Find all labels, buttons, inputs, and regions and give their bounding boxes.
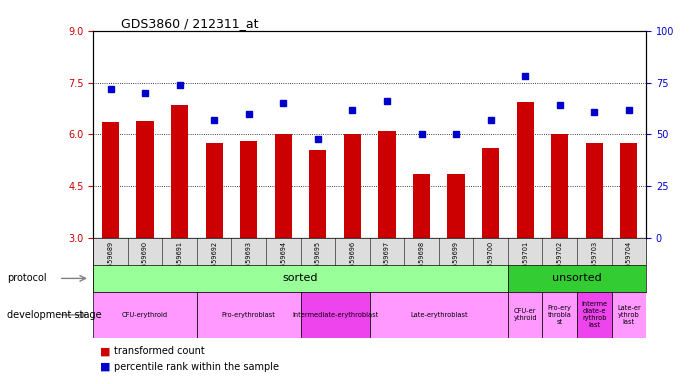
- Text: GSM559701: GSM559701: [522, 241, 528, 281]
- Bar: [612, 292, 646, 338]
- Bar: [370, 292, 508, 338]
- Text: Pro-erythroblast: Pro-erythroblast: [222, 312, 276, 318]
- Text: Intermediate-erythroblast: Intermediate-erythroblast: [292, 312, 378, 318]
- Bar: [482, 148, 499, 238]
- Bar: [206, 143, 223, 238]
- Bar: [93, 265, 508, 292]
- Bar: [274, 134, 292, 238]
- Text: GSM559694: GSM559694: [281, 241, 286, 281]
- Bar: [516, 101, 533, 238]
- Bar: [171, 105, 188, 238]
- Text: ■: ■: [100, 346, 111, 356]
- Text: protocol: protocol: [7, 273, 46, 283]
- Bar: [197, 292, 301, 338]
- Text: Late-erythroblast: Late-erythroblast: [410, 312, 468, 318]
- Text: GSM559699: GSM559699: [453, 241, 459, 281]
- Bar: [448, 174, 464, 238]
- Bar: [508, 292, 542, 338]
- Bar: [102, 122, 120, 238]
- Text: GSM559693: GSM559693: [246, 241, 252, 281]
- Text: CFU-er
ythroid: CFU-er ythroid: [513, 308, 537, 321]
- Bar: [301, 292, 370, 338]
- Bar: [586, 143, 603, 238]
- Text: GSM559695: GSM559695: [315, 241, 321, 281]
- Bar: [413, 174, 430, 238]
- Text: GSM559702: GSM559702: [557, 241, 562, 281]
- Bar: [621, 143, 638, 238]
- Text: Interme
diate-e
rythrob
last: Interme diate-e rythrob last: [581, 301, 607, 328]
- Bar: [310, 150, 326, 238]
- Text: GSM559690: GSM559690: [142, 241, 148, 281]
- Text: percentile rank within the sample: percentile rank within the sample: [114, 362, 279, 372]
- Bar: [577, 292, 612, 338]
- Text: GDS3860 / 212311_at: GDS3860 / 212311_at: [121, 17, 258, 30]
- Bar: [508, 265, 646, 292]
- Text: GSM559696: GSM559696: [350, 241, 355, 281]
- Text: GSM559689: GSM559689: [108, 241, 113, 281]
- Bar: [379, 131, 395, 238]
- Text: GSM559700: GSM559700: [488, 241, 493, 281]
- Text: GSM559703: GSM559703: [591, 241, 597, 281]
- Bar: [542, 292, 577, 338]
- Text: Pro-ery
throbla
st: Pro-ery throbla st: [548, 305, 571, 325]
- Text: GSM559698: GSM559698: [419, 241, 424, 281]
- Text: ■: ■: [100, 362, 111, 372]
- Text: development stage: development stage: [7, 310, 102, 320]
- Text: sorted: sorted: [283, 273, 319, 283]
- Bar: [240, 141, 257, 238]
- Text: Late-er
ythrob
last: Late-er ythrob last: [617, 305, 641, 325]
- Text: GSM559692: GSM559692: [211, 241, 217, 281]
- Bar: [137, 121, 154, 238]
- Text: GSM559697: GSM559697: [384, 241, 390, 281]
- Text: GSM559691: GSM559691: [177, 241, 182, 281]
- Text: GSM559704: GSM559704: [626, 241, 632, 281]
- Text: transformed count: transformed count: [114, 346, 205, 356]
- Text: unsorted: unsorted: [552, 273, 602, 283]
- Text: CFU-erythroid: CFU-erythroid: [122, 312, 168, 318]
- Bar: [551, 134, 568, 238]
- Bar: [93, 292, 197, 338]
- Bar: [344, 134, 361, 238]
